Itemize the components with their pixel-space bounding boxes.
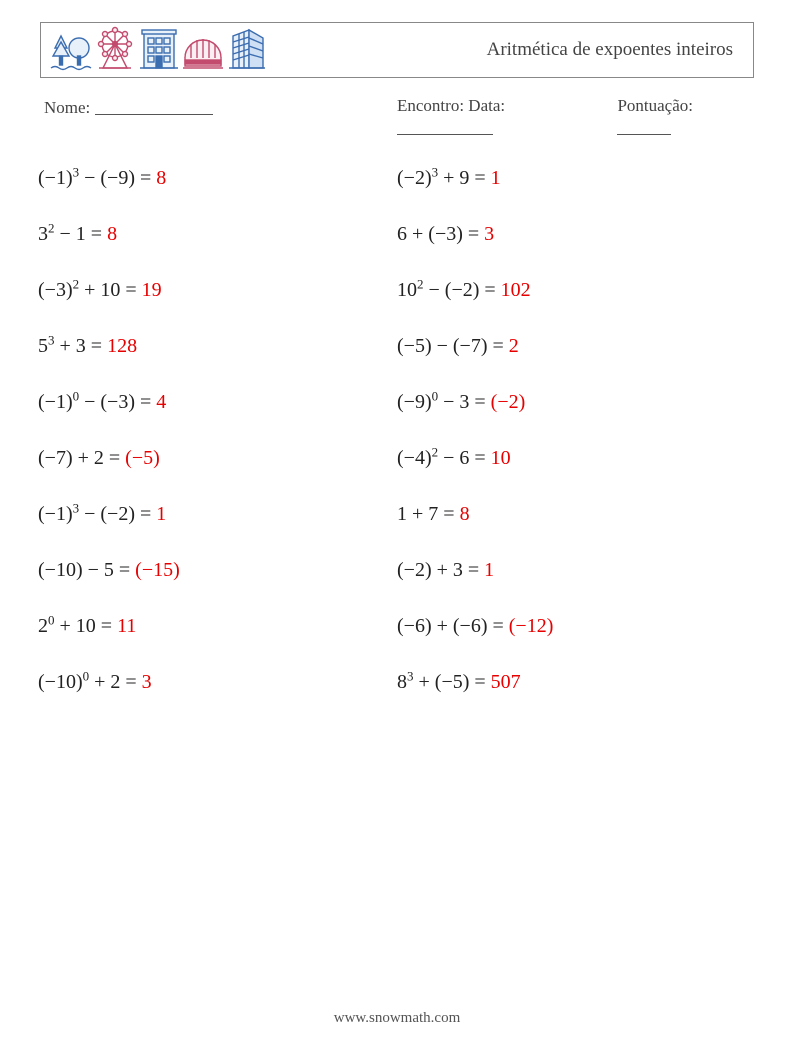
problem-item: 32 − 1 = 8 bbox=[38, 222, 397, 246]
problem-item: 53 + 3 = 128 bbox=[38, 334, 397, 358]
problem-item: (−10) − 5 = (−15) bbox=[38, 558, 397, 582]
problem-item: 102 − (−2) = 102 bbox=[397, 278, 756, 302]
problem-item: (−2)3 + 9 = 1 bbox=[397, 166, 756, 190]
problem-item: (−6) + (−6) = (−12) bbox=[397, 614, 756, 638]
problem-answer: 102 bbox=[501, 279, 531, 301]
problem-expression: (−2) + 3 = bbox=[397, 559, 484, 581]
worksheet-page: Aritmética de expoentes inteiros Nome: E… bbox=[0, 0, 794, 1053]
problem-expression: (−1)3 − (−9) = bbox=[38, 167, 156, 189]
problem-expression: 6 + (−3) = bbox=[397, 223, 484, 245]
problem-item: 83 + (−5) = 507 bbox=[397, 670, 756, 694]
problem-answer: 11 bbox=[117, 615, 136, 637]
problems-col-right: (−2)3 + 9 = 1 6 + (−3) = 3 102 − (−2) = 10… bbox=[397, 166, 756, 726]
problem-answer: (−12) bbox=[509, 615, 554, 637]
problem-item: (−7) + 2 = (−5) bbox=[38, 446, 397, 470]
problem-item: (−1)3 − (−9) = 8 bbox=[38, 166, 397, 190]
problem-answer: 4 bbox=[156, 391, 166, 413]
problem-item: 6 + (−3) = 3 bbox=[397, 222, 756, 246]
problem-expression: 102 − (−2) = bbox=[397, 279, 501, 301]
problem-item: 1 + 7 = 8 bbox=[397, 502, 756, 526]
problem-expression: (−4)2 − 6 = bbox=[397, 447, 491, 469]
worksheet-title: Aritmética de expoentes inteiros bbox=[487, 39, 733, 61]
problem-expression: (−10) − 5 = bbox=[38, 559, 135, 581]
meta-pontuacao: Pontuação: bbox=[617, 96, 750, 138]
problem-answer: 1 bbox=[491, 167, 501, 189]
footer-url: www.snowmath.com bbox=[0, 1010, 794, 1027]
problem-item: (−4)2 − 6 = 10 bbox=[397, 446, 756, 470]
problem-expression: (−1)3 − (−2) = bbox=[38, 503, 156, 525]
problems-grid: (−1)3 − (−9) = 832 − 1 = 8(−3)2 + 10 = 1… bbox=[30, 166, 764, 726]
problem-answer: 128 bbox=[107, 335, 137, 357]
problem-expression: 1 + 7 = bbox=[397, 503, 460, 525]
problem-expression: (−3)2 + 10 = bbox=[38, 279, 142, 301]
problem-answer: 1 bbox=[156, 503, 166, 525]
skyscraper-icon bbox=[225, 26, 269, 74]
problem-answer: (−15) bbox=[135, 559, 180, 581]
problem-item: (−1)0 − (−3) = 4 bbox=[38, 390, 397, 414]
pontuacao-blank bbox=[617, 118, 671, 135]
building-icon bbox=[137, 26, 181, 74]
problem-answer: 2 bbox=[509, 335, 519, 357]
problem-answer: 3 bbox=[142, 671, 152, 693]
problem-expression: 32 − 1 = bbox=[38, 223, 107, 245]
problem-expression: 20 + 10 = bbox=[38, 615, 117, 637]
problem-answer: 19 bbox=[142, 279, 162, 301]
problem-answer: 1 bbox=[484, 559, 494, 581]
problems-col-left: (−1)3 − (−9) = 832 − 1 = 8(−3)2 + 10 = 1… bbox=[38, 166, 397, 726]
problem-item: (−10)0 + 2 = 3 bbox=[38, 670, 397, 694]
problem-item: 20 + 10 = 11 bbox=[38, 614, 397, 638]
problem-item: (−5) − (−7) = 2 bbox=[397, 334, 756, 358]
pontuacao-label: Pontuação: bbox=[617, 96, 693, 115]
problem-answer: 8 bbox=[107, 223, 117, 245]
tree-icon bbox=[49, 26, 93, 74]
nome-blank bbox=[95, 98, 213, 115]
bridge-icon bbox=[181, 26, 225, 74]
problem-expression: 83 + (−5) = bbox=[397, 671, 491, 693]
header-box: Aritmética de expoentes inteiros bbox=[40, 22, 754, 78]
problem-expression: (−9)0 − 3 = bbox=[397, 391, 491, 413]
problem-answer: 8 bbox=[460, 503, 470, 525]
meta-nome: Nome: bbox=[44, 96, 397, 138]
problem-expression: (−2)3 + 9 = bbox=[397, 167, 491, 189]
problem-item: (−9)0 − 3 = (−2) bbox=[397, 390, 756, 414]
problem-answer: 507 bbox=[491, 671, 521, 693]
problem-item: (−2) + 3 = 1 bbox=[397, 558, 756, 582]
problem-answer: 8 bbox=[156, 167, 166, 189]
problem-answer: (−5) bbox=[125, 447, 160, 469]
problem-expression: 53 + 3 = bbox=[38, 335, 107, 357]
problem-item: (−3)2 + 10 = 19 bbox=[38, 278, 397, 302]
nome-label: Nome: bbox=[44, 98, 90, 117]
problem-answer: 10 bbox=[491, 447, 511, 469]
ferris-wheel-icon bbox=[93, 26, 137, 74]
problem-expression: (−6) + (−6) = bbox=[397, 615, 509, 637]
problem-answer: 3 bbox=[484, 223, 494, 245]
meta-encontro: Encontro: Data: bbox=[397, 96, 603, 138]
header-icons bbox=[49, 26, 269, 74]
problem-answer: (−2) bbox=[491, 391, 526, 413]
data-blank bbox=[397, 118, 493, 135]
problem-item: (−1)3 − (−2) = 1 bbox=[38, 502, 397, 526]
meta-row: Nome: Encontro: Data: Pontuação: bbox=[44, 96, 750, 138]
problem-expression: (−1)0 − (−3) = bbox=[38, 391, 156, 413]
problem-expression: (−5) − (−7) = bbox=[397, 335, 509, 357]
encontro-label: Encontro: Data: bbox=[397, 96, 505, 115]
problem-expression: (−10)0 + 2 = bbox=[38, 671, 142, 693]
problem-expression: (−7) + 2 = bbox=[38, 447, 125, 469]
